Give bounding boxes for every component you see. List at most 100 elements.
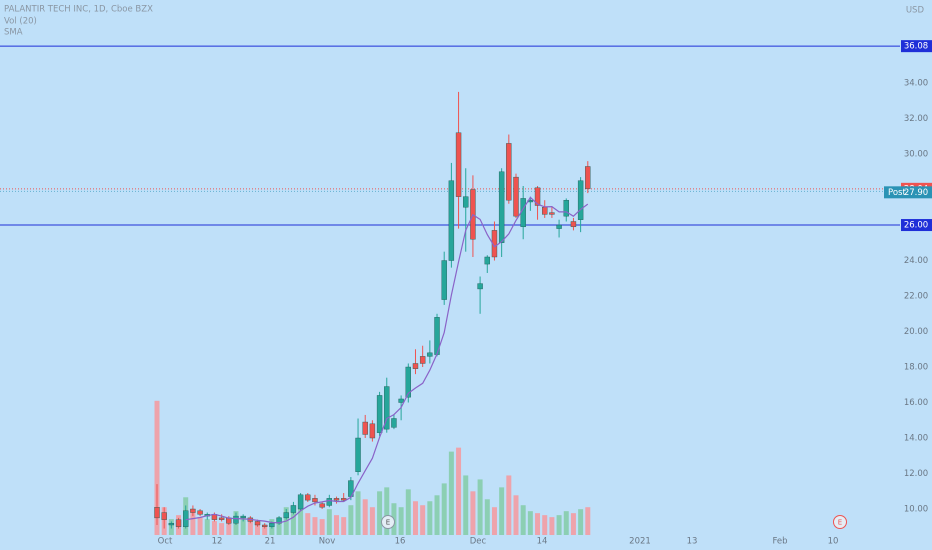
y-tick-label: 10.00 [904,505,928,515]
indicator-label: Vol (20) [4,17,37,27]
volume-bar [276,517,282,535]
candle-body [427,352,433,357]
volume-bar [542,515,548,535]
candle-body [376,395,383,433]
volume-bar [334,515,339,535]
volume-bar [470,491,476,535]
volume-bar [549,517,555,535]
candle-body [563,199,569,217]
volume-bar [247,521,253,535]
sma-line [185,196,589,524]
x-tick-label: 2021 [629,537,651,547]
volume-bar [398,507,404,535]
event-label: E [838,519,842,527]
volume-bar [240,517,246,535]
candle-body [326,498,333,506]
volume-bar [477,479,483,535]
volume-bar [255,523,261,535]
candle-body [441,260,447,300]
candle-body [448,180,455,261]
volume-bar [319,519,325,535]
x-tick-label: 21 [265,537,276,547]
candle-body [498,171,505,243]
y-tick-label: 32.00 [904,114,928,124]
y-tick-label: 12.00 [904,469,928,479]
candle-body [183,510,189,527]
volume-bar [298,495,304,535]
volume-bar [520,505,526,535]
x-tick-label: Oct [158,537,173,547]
event-marker [833,515,847,529]
candle-body [585,166,591,190]
volume-bar [456,447,462,535]
volume-bar [578,509,584,535]
candle-body [477,283,483,290]
y-tick-label: 14.00 [904,434,928,444]
volume-bar [362,499,368,535]
y-tick-label: 30.00 [904,150,928,160]
candle-body [463,196,469,208]
candle-body [262,524,268,527]
x-tick-label: 12 [212,537,223,547]
candle-body [542,207,548,215]
candle-body [577,180,584,220]
x-tick-label: Feb [772,537,787,547]
candle-body [240,515,246,519]
candle-body [168,523,175,526]
volume-bar [405,489,411,535]
volume-bar [226,519,232,535]
indicator-label: SMA [4,28,23,38]
candle-body [333,498,340,501]
x-tick-label: 10 [828,537,839,547]
volume-bar [290,511,296,535]
volume-bar [499,487,505,535]
volume-bar [570,513,576,535]
y-tick-label: 16.00 [904,398,928,408]
x-tick-label: 13 [687,537,698,547]
volume-bar [219,523,225,535]
volume-bar [204,519,210,535]
volume-bar [211,521,217,535]
volume-bar [412,501,418,535]
volume-bar [434,495,440,535]
candle-body [570,221,577,228]
volume-bar [527,511,533,535]
candle-body [513,176,519,217]
candle-body [384,386,390,430]
chart-title: PALANTIR TECH INC, 1D, Cboe BZX [4,5,153,15]
currency: USD [906,6,925,16]
candle-body [549,212,555,215]
candle-body [161,512,167,520]
candle-body [175,519,182,527]
event-label: E [386,519,390,527]
candle-body [362,421,368,435]
candle-body [455,132,462,197]
candle-body [312,498,318,503]
candle-body [197,510,203,515]
volume-bar [348,505,354,535]
candle-body [233,515,239,524]
event-marker [381,515,395,529]
volume-bar [197,517,203,535]
volume-bar [513,495,519,535]
candle-body [355,437,361,472]
y-tick-label: 20.00 [904,327,928,337]
volume-bar [355,491,361,535]
candle-body [369,423,376,439]
candle-body [269,523,275,527]
volume-bar [262,525,268,535]
volume-bar [585,507,591,535]
candle-body [283,512,289,519]
candle-body [405,366,411,398]
volume-bar [463,475,469,535]
candle-body [506,143,512,201]
y-tick-label: 22.00 [904,292,928,302]
volume-bar [563,511,569,535]
candle-body [398,398,404,403]
candle-body [254,521,261,526]
x-tick-label: Nov [319,537,336,547]
candle-body [154,507,160,519]
